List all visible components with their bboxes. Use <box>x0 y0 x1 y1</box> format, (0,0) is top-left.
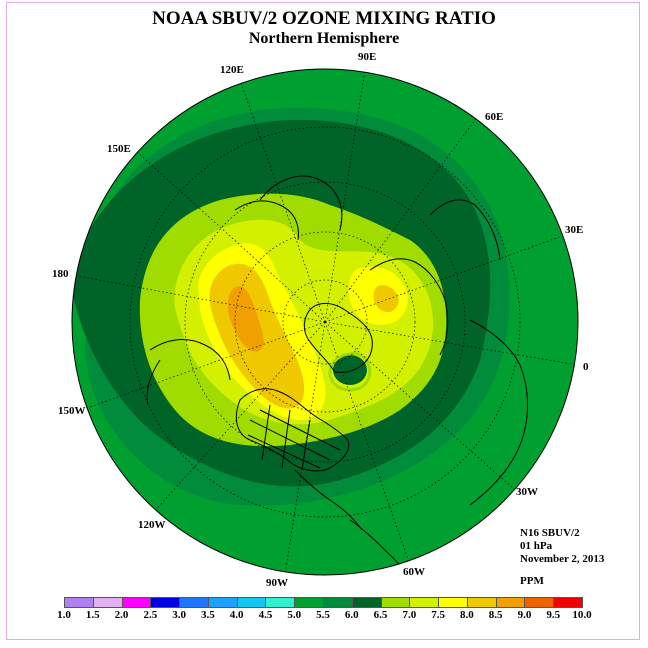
field-low-spot-ring <box>328 352 372 392</box>
lon-label-120w: 120W <box>138 519 166 531</box>
colorbar-tick-label: 3.5 <box>201 609 215 621</box>
colorbar-tick-label: 8.5 <box>488 609 503 621</box>
colorbar-cell <box>236 597 267 608</box>
meridians <box>72 69 578 575</box>
field-band-8-5 <box>228 286 264 352</box>
lon-label-150e: 150E <box>107 143 131 155</box>
info-units: PPM <box>520 575 544 587</box>
colorbar-cell <box>323 597 353 608</box>
lon-label-30w: 30W <box>516 486 538 498</box>
lon-label-30e: 30E <box>565 224 584 236</box>
latitude-circles <box>72 69 578 575</box>
info-instrument: N16 SBUV/2 <box>520 527 580 539</box>
info-level: 01 hPa <box>520 540 553 552</box>
field-lobe-europe-inner <box>373 285 399 313</box>
colorbar-cell <box>179 597 209 608</box>
colorbar-tick-label: 9.0 <box>517 609 532 621</box>
colorbar-tick-label: 7.0 <box>402 609 417 621</box>
ozone-field <box>72 69 578 575</box>
colorbar-tick-label: 10.0 <box>572 609 592 621</box>
colorbar-tick-label: 3.0 <box>172 609 186 621</box>
colorbar-tick-label: 1.5 <box>85 609 100 621</box>
lon-label-90e: 90E <box>358 51 377 63</box>
info-date: November 2, 2013 <box>520 553 605 565</box>
colorbar-tick-label: 2.5 <box>143 609 158 621</box>
colorbar-tick-label: 4.0 <box>229 609 244 621</box>
colorbar-cell <box>380 597 411 608</box>
colorbar-cell <box>524 597 555 608</box>
figure-frame <box>6 2 640 640</box>
lon-label-180: 180 <box>52 268 69 280</box>
colorbar-cell <box>64 597 94 608</box>
colorbar-cell <box>121 597 152 608</box>
colorbar-tick-label: 6.5 <box>373 609 388 621</box>
colorbar-tick-label: 5.5 <box>316 609 330 621</box>
colorbar <box>64 597 583 608</box>
lon-label-60w: 60W <box>403 566 425 578</box>
colorbar-tick-label: 1.0 <box>57 609 71 621</box>
colorbar-cell <box>351 597 382 608</box>
colorbar-tick-label: 2.0 <box>114 609 129 621</box>
colorbar-cell <box>409 597 440 608</box>
colorbar-tick-label: 5.0 <box>287 609 302 621</box>
disk-outline <box>71 68 579 576</box>
colorbar-cell <box>92 597 123 608</box>
colorbar-cell <box>294 597 324 608</box>
colorbar-cell <box>150 597 181 608</box>
colorbar-cell <box>466 597 497 608</box>
colorbar-tick-label: 7.5 <box>431 609 445 621</box>
colorbar-cell <box>553 597 583 608</box>
map-subtitle: Northern Hemisphere <box>248 30 400 47</box>
colorbar-tick-label: 4.5 <box>258 609 273 621</box>
map-title: NOAA SBUV/2 OZONE MIXING RATIO <box>152 8 496 29</box>
colorbar-tick-label: 6.0 <box>344 609 359 621</box>
lon-label-90w: 90W <box>266 577 288 589</box>
lon-label-60e: 60E <box>485 111 504 123</box>
lon-label-0: 0 <box>583 361 589 373</box>
coastlines <box>146 175 528 575</box>
lon-label-150w: 150W <box>58 405 86 417</box>
colorbar-tick-label: 8.0 <box>460 609 474 621</box>
colorbar-cell <box>207 597 238 608</box>
lon-label-120e: 120E <box>220 64 244 76</box>
colorbar-tick-label: 9.5 <box>546 609 561 621</box>
colorbar-cell <box>495 597 526 608</box>
colorbar-cell <box>438 597 468 608</box>
field-low-spot <box>333 355 367 385</box>
colorbar-cell <box>265 597 296 608</box>
